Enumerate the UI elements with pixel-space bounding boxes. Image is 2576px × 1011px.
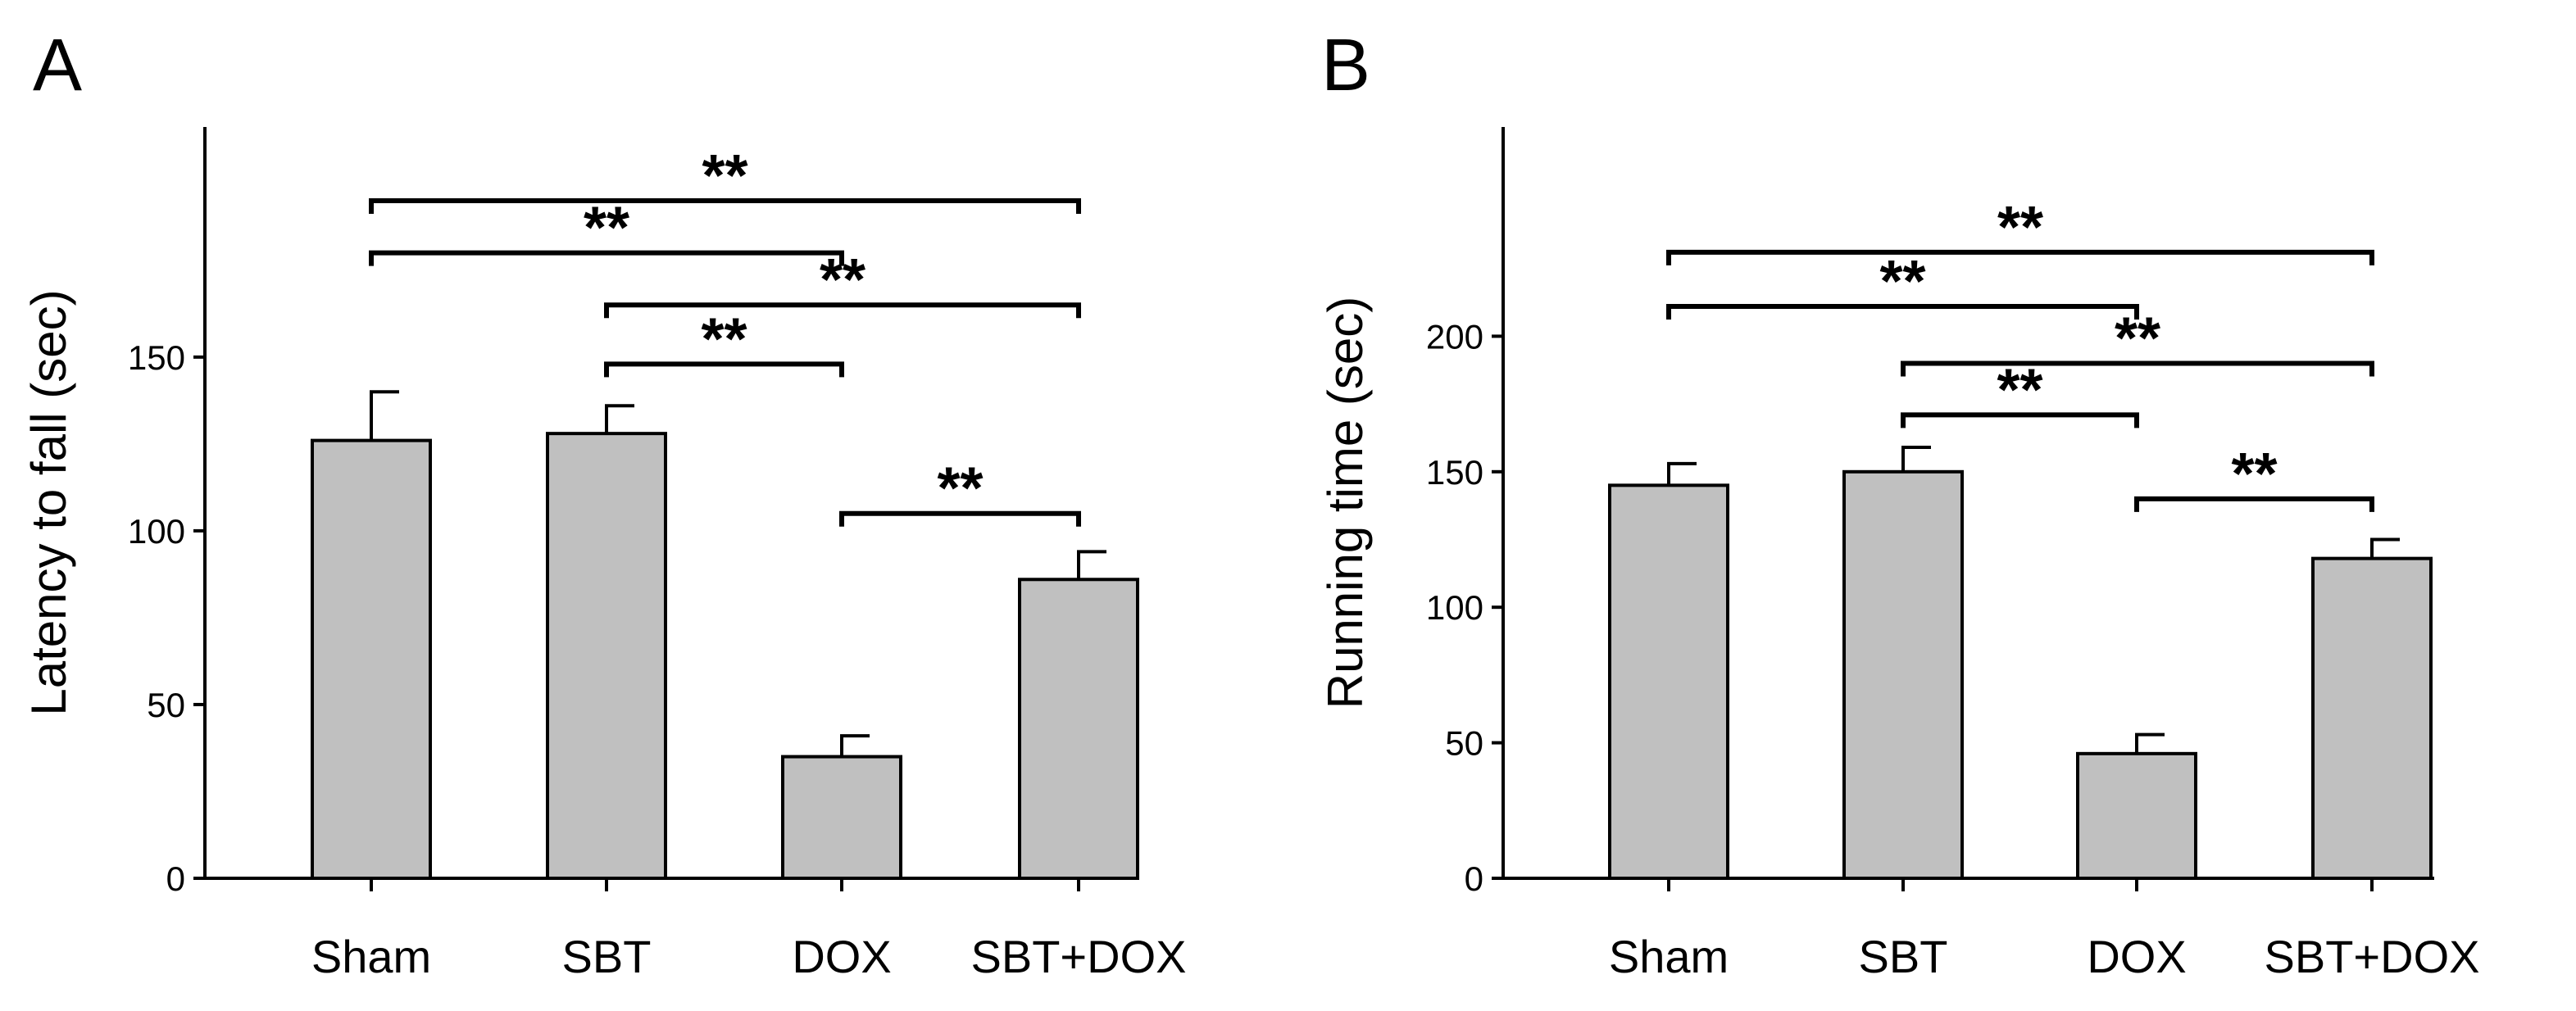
bar <box>311 438 432 880</box>
bar <box>1018 578 1139 880</box>
category-label: SBT <box>562 931 652 982</box>
significance-bracket <box>369 198 1081 214</box>
significance-label: ** <box>1879 249 1925 315</box>
panel-letter: A <box>33 25 82 107</box>
y-axis-label: Running time (sec) <box>1318 297 1373 710</box>
category-label: Sham <box>311 931 431 982</box>
significance-bracket <box>369 250 844 266</box>
y-tick-label: 150 <box>1426 453 1483 492</box>
significance-bracket <box>2134 496 2374 512</box>
y-tick-label: 100 <box>128 512 185 551</box>
significance-bracket <box>604 361 844 378</box>
significance-label: ** <box>2231 442 2277 507</box>
y-tick-label: 50 <box>1445 724 1483 763</box>
significance-bracket <box>1666 304 2139 320</box>
category-label: SBT <box>1859 931 1948 982</box>
panel-a: A Latency to fall (sec) 0 50 100 150 Sham SBT DO… <box>21 25 1186 982</box>
y-tick-label: 0 <box>1465 859 1483 898</box>
category-label: SBT+DOX <box>971 931 1187 982</box>
significance-bracket <box>1901 360 2374 377</box>
significance-bracket <box>604 302 1081 319</box>
bar <box>2076 751 2197 880</box>
y-tick-label: 0 <box>166 859 185 898</box>
y-tick-label: 100 <box>1426 588 1483 627</box>
category-label: SBT+DOX <box>2265 931 2480 982</box>
bar <box>781 755 902 880</box>
significance-bracket <box>1666 249 2374 265</box>
significance-label: ** <box>820 247 865 313</box>
category-label: DOX <box>2087 931 2186 982</box>
category-label: DOX <box>792 931 891 982</box>
significance-label: ** <box>584 196 629 261</box>
significance-bracket <box>839 510 1081 527</box>
y-tick-label: 50 <box>147 686 185 724</box>
category-label: Sham <box>1609 931 1729 982</box>
y-axis-label: Latency to fall (sec) <box>21 289 76 715</box>
significance-label: ** <box>2115 306 2160 371</box>
bar <box>546 432 667 880</box>
significance-label: ** <box>702 143 747 209</box>
significance-label: ** <box>937 456 983 522</box>
panel-letter: B <box>1321 25 1370 107</box>
panel-b: B Running time (sec) 0 50 100 150 200 Sham SBT DO… <box>1318 25 2479 982</box>
significance-label: ** <box>701 306 747 372</box>
bar <box>1608 483 1729 881</box>
bar <box>2311 556 2433 880</box>
y-tick-label: 200 <box>1426 317 1483 356</box>
significance-label: ** <box>1997 195 2043 261</box>
bar <box>1842 469 1964 880</box>
significance-label: ** <box>1997 357 2042 423</box>
y-tick-label: 150 <box>128 338 185 377</box>
significance-bracket <box>1901 412 2139 428</box>
